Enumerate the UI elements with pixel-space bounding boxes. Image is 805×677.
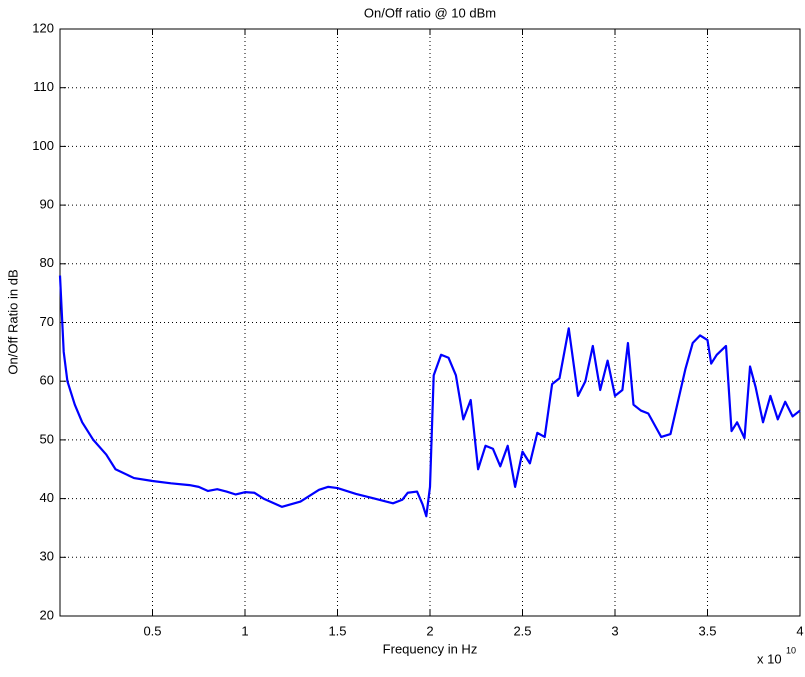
x-tick-label: 4 <box>796 623 803 638</box>
x-tick-label: 1 <box>241 623 248 638</box>
plot-frame <box>59 28 801 617</box>
y-tick-label: 120 <box>32 20 54 35</box>
y-tick-label: 20 <box>40 607 54 622</box>
x-tick-label: 0.5 <box>143 623 161 638</box>
y-tick-label: 80 <box>40 255 54 270</box>
y-tick-label: 50 <box>40 431 54 446</box>
y-tick-label: 110 <box>33 79 54 94</box>
y-tick-label: 60 <box>40 373 54 388</box>
x-tick-label: 3.5 <box>698 623 716 638</box>
x-tick-label: 3 <box>611 623 618 638</box>
x-axis-label: Frequency in Hz <box>383 641 478 656</box>
y-axis-label: On/Off Ratio in dB <box>5 269 20 374</box>
x-tick-label: 2.5 <box>513 623 531 638</box>
chart-title: On/Off ratio @ 10 dBm <box>364 5 496 20</box>
x-tick-label: 1.5 <box>328 623 346 638</box>
y-tick-label: 90 <box>40 197 54 212</box>
y-tick-label: 70 <box>40 314 54 329</box>
data-line <box>58 275 801 518</box>
y-tick-label: 100 <box>32 138 54 153</box>
x-tick-label: 2 <box>426 623 433 638</box>
y-tick-label: 30 <box>40 549 54 564</box>
x-multiplier: x 10 <box>757 651 782 666</box>
y-tick-label: 40 <box>40 490 54 505</box>
x-multiplier-exponent: 10 <box>786 645 796 655</box>
